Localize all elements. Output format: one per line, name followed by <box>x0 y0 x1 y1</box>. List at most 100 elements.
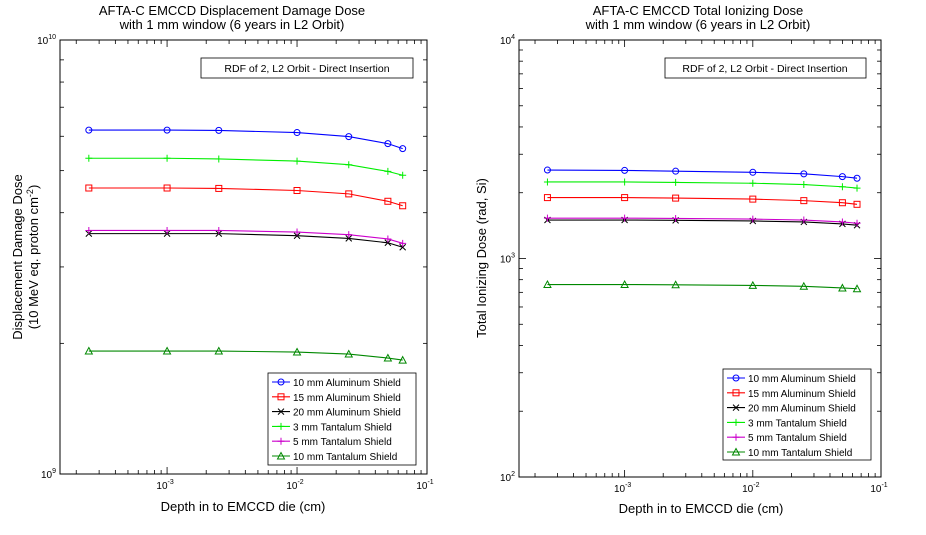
data-point <box>384 239 392 247</box>
data-point <box>800 170 808 178</box>
data-point <box>620 279 629 289</box>
series-line <box>88 129 403 150</box>
data-point <box>384 140 392 148</box>
y-tick-label: 1010 <box>37 34 56 47</box>
series-line <box>547 169 858 179</box>
data-point <box>345 231 353 239</box>
y-axis-label-line2: (10 MeV eq. proton cm-2) <box>25 185 41 330</box>
total-ionizing-dose-chart: AFTA-C EMCCD Total Ionizing Dose with 1 … <box>474 3 888 516</box>
data-point <box>163 154 171 162</box>
legend-label: 5 mm Tantalum Shield <box>748 433 847 444</box>
y-axis-label: Total Ionizing Dose (rad, Si) <box>474 178 489 338</box>
data-point <box>749 195 757 203</box>
legend-marker <box>277 422 285 430</box>
data-point <box>543 194 551 202</box>
y-tick-label: 102 <box>500 471 515 484</box>
data-point <box>345 161 353 169</box>
data-point <box>799 281 809 290</box>
data-point <box>543 214 551 222</box>
data-point <box>162 346 172 355</box>
legend-marker <box>277 437 285 445</box>
y-tick-label: 109 <box>41 468 56 481</box>
data-point <box>672 167 680 175</box>
series-line <box>88 350 403 361</box>
data-point <box>800 181 808 189</box>
x-tick-label: 10-2 <box>286 479 303 492</box>
legend-entry: 20 mm Aluminum Shield <box>727 404 856 415</box>
legend-entry: 10 mm Tantalum Shield <box>727 447 852 459</box>
data-point <box>215 226 223 234</box>
data-point <box>384 235 392 243</box>
y-tick-labels: 102 103 104 <box>500 34 515 484</box>
x-tick-labels: 10-3 10-2 10-1 <box>614 482 888 495</box>
legend-entry: 5 mm Tantalum Shield <box>727 433 847 444</box>
data-point <box>853 219 861 227</box>
data-point <box>163 126 171 134</box>
series-10-mm-tantalum-shield <box>84 346 408 364</box>
data-point <box>293 129 301 137</box>
legend: 10 mm Aluminum Shield 15 mm Aluminum Shie… <box>267 372 417 466</box>
legend-marker <box>732 374 740 382</box>
legend-label: 15 mm Aluminum Shield <box>748 389 856 400</box>
legend-marker <box>732 389 740 397</box>
minor-ticks <box>60 39 428 475</box>
series-15-mm-aluminum-shield <box>85 184 407 210</box>
y-tick-label: 103 <box>500 253 515 266</box>
y-axis-label-line1: Displacement Damage Dose <box>10 174 25 339</box>
series-5-mm-tantalum-shield <box>85 226 407 247</box>
y-axis-label: Displacement Damage Dose (10 MeV eq. pro… <box>10 174 41 339</box>
legend-marker <box>732 433 740 441</box>
series-line <box>547 283 858 290</box>
data-point <box>621 214 629 222</box>
x-tick-labels: 10-3 10-2 10-1 <box>156 479 433 492</box>
data-point <box>672 214 680 222</box>
data-point <box>621 166 629 174</box>
x-axis-label: Depth in to EMCCD die (cm) <box>619 501 784 516</box>
data-point <box>293 228 301 236</box>
data-point <box>215 126 223 134</box>
legend-label: 5 mm Tantalum Shield <box>293 437 392 448</box>
data-point <box>345 235 353 242</box>
legend-entry: 10 mm Aluminum Shield <box>272 378 401 389</box>
legend-entry: 10 mm Tantalum Shield <box>272 451 397 463</box>
data-point <box>215 184 223 192</box>
y-tick-label: 104 <box>500 34 515 47</box>
data-point <box>838 283 847 292</box>
series-line <box>88 187 403 207</box>
data-point <box>621 178 629 186</box>
data-point <box>853 174 861 182</box>
data-point <box>399 239 407 247</box>
legend-marker <box>732 404 740 411</box>
y-tick-labels: 109 1010 <box>37 34 56 481</box>
data-point <box>215 155 223 163</box>
data-point <box>853 200 861 208</box>
series-layer <box>84 126 408 364</box>
series-5-mm-tantalum-shield <box>543 214 861 227</box>
data-point <box>671 280 680 289</box>
data-point <box>621 194 629 202</box>
legend-label: 3 mm Tantalum Shield <box>748 418 847 429</box>
data-point <box>838 199 846 207</box>
series-3-mm-tantalum-shield <box>543 178 861 192</box>
legend-entry: 10 mm Aluminum Shield <box>727 374 856 385</box>
series-15-mm-aluminum-shield <box>543 194 861 208</box>
data-point <box>838 173 846 181</box>
data-point <box>748 280 758 289</box>
data-point <box>84 346 94 355</box>
data-point <box>163 184 171 192</box>
x-tick-label: 10-3 <box>156 479 173 492</box>
data-point <box>85 126 93 134</box>
x-tick-label: 10-3 <box>614 482 631 495</box>
x-axis-label: Depth in to EMCCD die (cm) <box>161 499 326 514</box>
legend-marker <box>732 418 740 426</box>
data-point <box>399 171 407 179</box>
displacement-damage-chart: AFTA-C EMCCD Displacement Damage Dose wi… <box>10 3 434 514</box>
legend-label: 20 mm Aluminum Shield <box>748 404 856 415</box>
y-axis-label-line1: Total Ionizing Dose (rad, Si) <box>474 178 489 338</box>
data-point <box>163 226 171 234</box>
legend-entry: 15 mm Aluminum Shield <box>727 389 856 400</box>
data-point <box>838 218 846 226</box>
legend-entry: 3 mm Tantalum Shield <box>272 422 392 433</box>
legend-marker <box>277 393 285 401</box>
